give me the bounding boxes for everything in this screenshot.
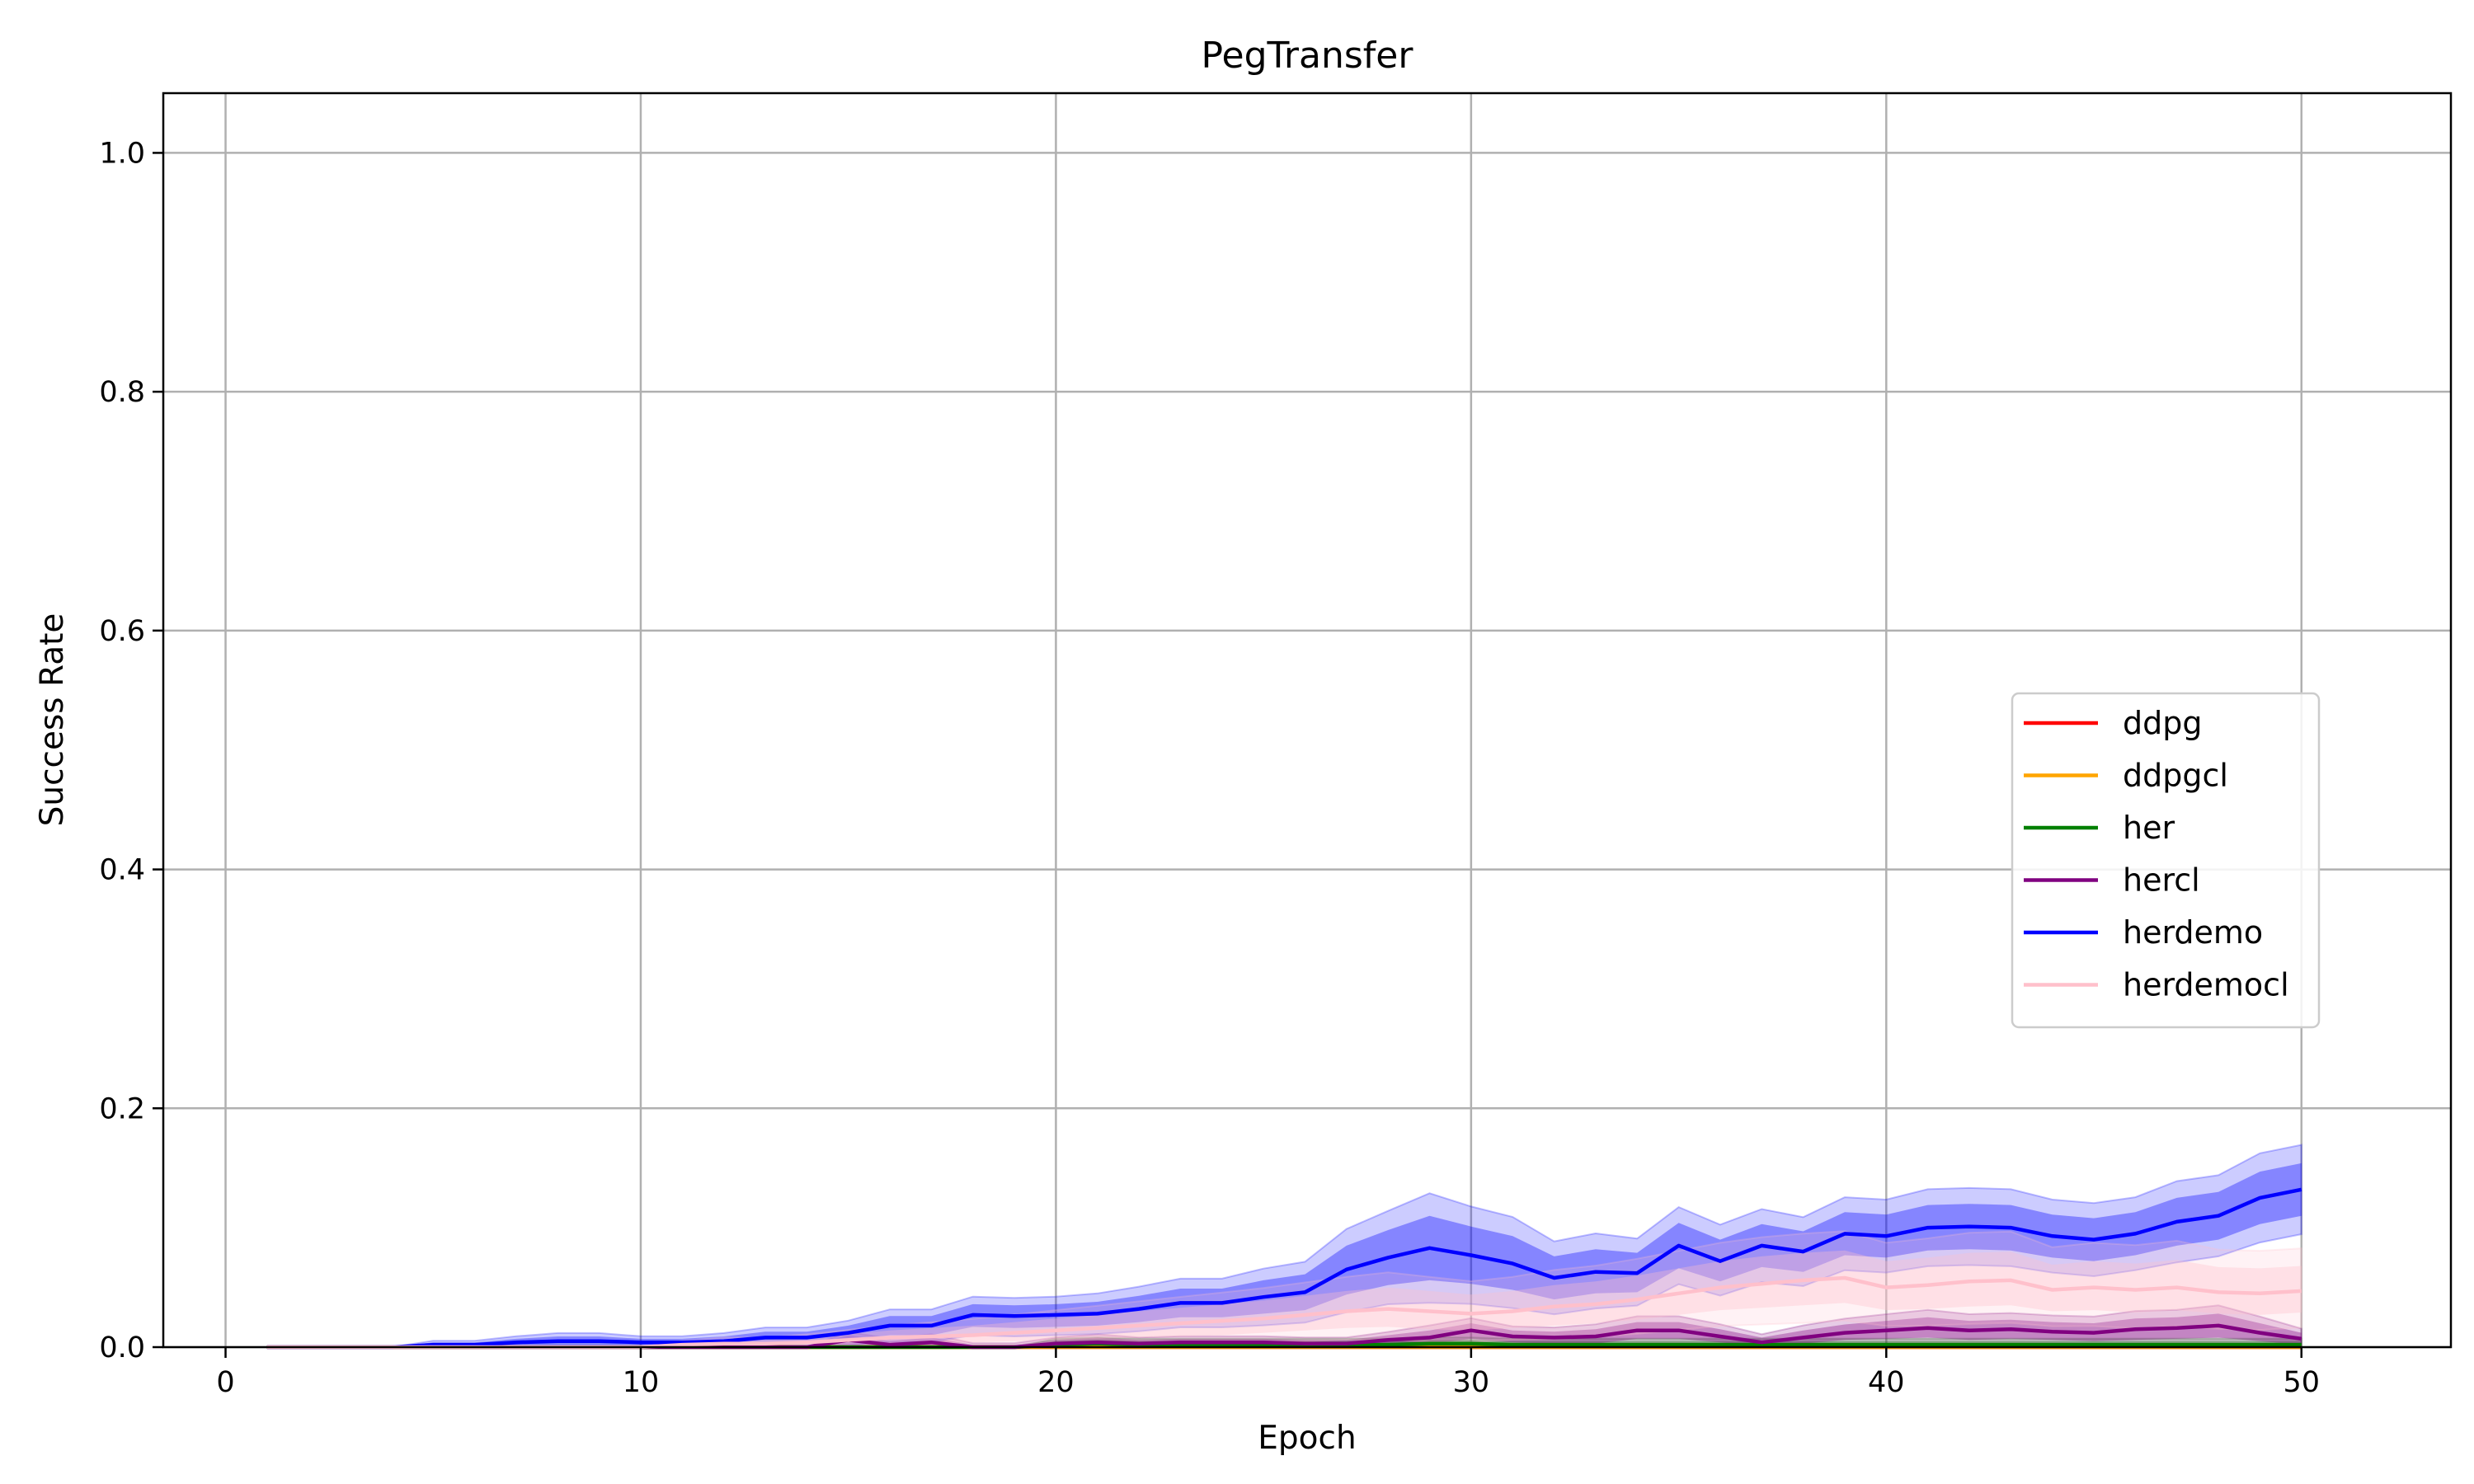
y-tick-label: 0.2 bbox=[99, 1092, 145, 1125]
legend-label-hercl: hercl bbox=[2123, 862, 2200, 899]
x-tick-label: 30 bbox=[1453, 1366, 1490, 1399]
legend-label-ddpgcl: ddpgcl bbox=[2123, 758, 2228, 794]
y-tick-label: 1.0 bbox=[99, 137, 145, 170]
y-tick-label: 0.4 bbox=[99, 854, 145, 887]
legend-label-her: her bbox=[2123, 810, 2175, 846]
series-line-herdemo bbox=[266, 1187, 2302, 1350]
y-tick-label: 0.8 bbox=[99, 376, 145, 409]
axis-ticks: 0 10 20 30 40 50 0.0 0.2 0.4 0.6 0.8 1.0 bbox=[99, 137, 2320, 1399]
chart-title: PegTransfer bbox=[1202, 35, 1414, 77]
legend-label-ddpg: ddpg bbox=[2123, 705, 2202, 741]
y-tick-label: 0.6 bbox=[99, 615, 145, 648]
legend: ddpg ddpgcl her hercl herdemo herdemocl bbox=[2011, 692, 2321, 1029]
x-axis-label: Epoch bbox=[1258, 1420, 1356, 1457]
legend-label-herdemo: herdemo bbox=[2123, 914, 2263, 951]
x-tick-label: 10 bbox=[623, 1366, 660, 1399]
band-inner-herdemocl bbox=[266, 1250, 2302, 1347]
x-tick-label: 20 bbox=[1037, 1366, 1075, 1399]
x-tick-label: 50 bbox=[2283, 1366, 2320, 1399]
y-tick-label: 0.0 bbox=[99, 1331, 145, 1364]
plot-frame bbox=[162, 92, 2453, 1349]
x-tick-label: 0 bbox=[216, 1366, 234, 1399]
y-axis-label: Success Rate bbox=[34, 613, 71, 827]
legend-label-herdemocl: herdemocl bbox=[2123, 967, 2289, 1003]
x-tick-label: 40 bbox=[1868, 1366, 1905, 1399]
band-inner-herdemo bbox=[266, 1162, 2302, 1347]
